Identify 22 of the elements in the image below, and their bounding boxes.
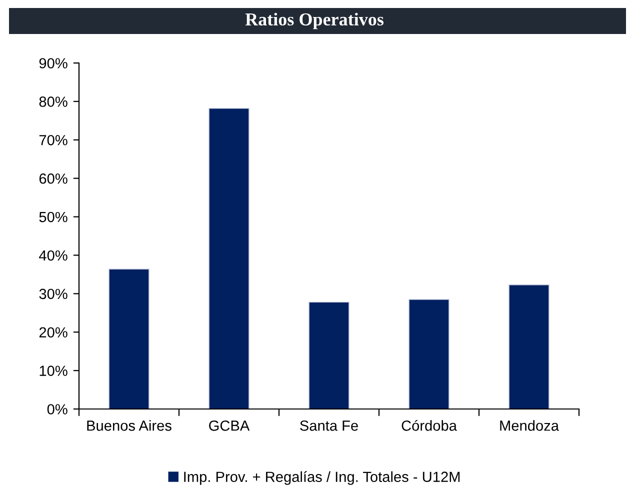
y-tick-label: 90% <box>39 58 68 68</box>
x-tick-label: Córdoba <box>402 420 457 431</box>
x-tick-label: GCBA <box>209 420 250 431</box>
y-tick-label: 40% <box>39 250 68 261</box>
bar <box>208 108 250 409</box>
bar <box>108 268 150 409</box>
bar <box>408 299 450 409</box>
y-tick-label: 60% <box>39 173 68 184</box>
x-tick-label: Santa Fe <box>300 420 358 431</box>
bar <box>508 284 550 409</box>
y-tick-label: 30% <box>39 288 68 300</box>
y-tick-label: 70% <box>39 134 68 146</box>
chart-title: Ratios Operativos <box>245 12 384 30</box>
y-tick-label: 50% <box>39 212 68 222</box>
bar <box>308 302 350 409</box>
y-tick-label: 0% <box>47 404 68 414</box>
legend-label: Imp. Prov. + Regalías / Ing. Totales - U12M <box>184 471 460 485</box>
y-tick-label: 20% <box>39 327 68 338</box>
y-tick-label: 10% <box>40 366 68 376</box>
x-tick-label: Buenos Aires <box>87 420 172 431</box>
x-tick-label: Mendoza <box>500 420 559 431</box>
y-tick-label: 80% <box>39 96 68 107</box>
